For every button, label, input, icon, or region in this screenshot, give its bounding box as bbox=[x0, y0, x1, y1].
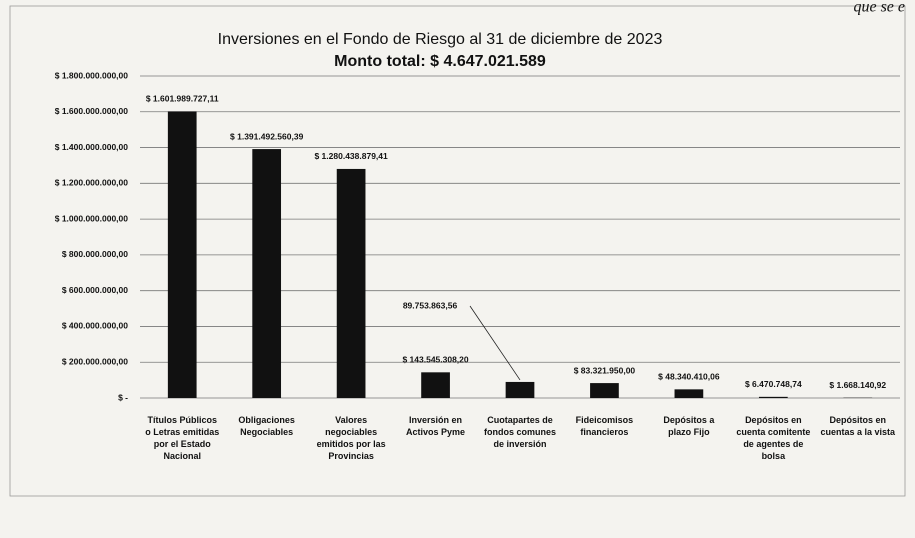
y-tick-label: $ - bbox=[118, 392, 128, 402]
x-tick-label: Depósitos en cuentas a la vista bbox=[820, 415, 896, 437]
x-tick-label: Valores negociables emitidos por las Pro… bbox=[316, 415, 386, 461]
x-tick-label: Títulos Públicos o Letras emitidas por e… bbox=[145, 415, 220, 461]
y-tick-label: $ 1.800.000.000,00 bbox=[55, 70, 129, 80]
chart-title: Inversiones en el Fondo de Riesgo al 31 … bbox=[218, 31, 663, 48]
y-tick-label: $ 400.000.000,00 bbox=[62, 321, 128, 331]
x-tick-label: Obligaciones Negociables bbox=[238, 415, 295, 437]
data-label: $ 1.668.140,92 bbox=[829, 380, 886, 390]
bar bbox=[336, 168, 366, 398]
data-label: 89.753.863,56 bbox=[403, 300, 458, 310]
chart-subtitle: Monto total: $ 4.647.021.589 bbox=[334, 53, 546, 70]
data-label: $ 1.391.492.560,39 bbox=[230, 131, 304, 141]
bar bbox=[167, 111, 197, 398]
bar bbox=[421, 372, 450, 398]
y-tick-label: $ 1.600.000.000,00 bbox=[55, 106, 129, 116]
data-label: $ 143.545.308,20 bbox=[402, 355, 468, 365]
leader-line bbox=[469, 305, 521, 381]
data-label: $ 48.340.410,06 bbox=[658, 372, 720, 382]
page-fragment: que se e bbox=[853, 0, 905, 16]
data-label: $ 1.280.438.879,41 bbox=[314, 151, 388, 161]
y-tick-label: $ 1.400.000.000,00 bbox=[55, 142, 129, 152]
y-tick-label: $ 1.000.000.000,00 bbox=[55, 213, 129, 223]
chart-frame bbox=[9, 5, 906, 497]
bar bbox=[252, 149, 282, 398]
x-tick-label: Depósitos en cuenta comitente de agentes… bbox=[736, 415, 811, 461]
data-label: $ 83.321.950,00 bbox=[574, 365, 636, 375]
data-label: $ 1.601.989.727,11 bbox=[146, 94, 219, 104]
data-label: $ 6.470.748,74 bbox=[745, 379, 802, 389]
x-tick-label: Depósitos a plazo Fijo bbox=[663, 415, 715, 437]
y-tick-label: $ 800.000.000,00 bbox=[62, 249, 128, 259]
y-tick-label: $ 200.000.000,00 bbox=[62, 356, 128, 366]
bar bbox=[590, 383, 619, 398]
x-tick-label: Inversión en Activos Pyme bbox=[406, 415, 466, 437]
bar bbox=[674, 389, 704, 398]
x-tick-label: Fideicomisos financieros bbox=[575, 415, 634, 437]
y-tick-label: $ 600.000.000,00 bbox=[62, 285, 128, 295]
bar bbox=[505, 381, 535, 398]
y-tick-label: $ 1.200.000.000,00 bbox=[55, 178, 129, 188]
x-tick-label: Cuotapartes de fondos comunes de inversi… bbox=[483, 415, 556, 449]
bar bbox=[758, 396, 788, 398]
